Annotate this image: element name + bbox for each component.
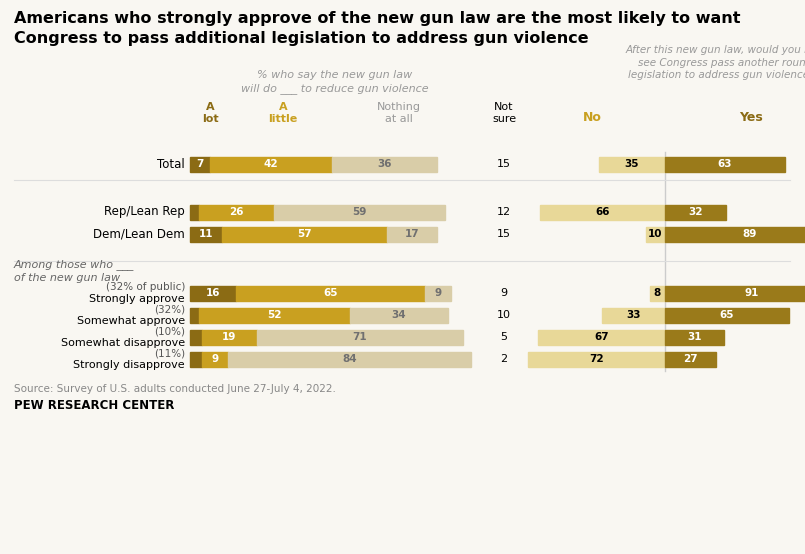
Text: Not
sure: Not sure <box>492 102 516 124</box>
Bar <box>528 351 665 367</box>
Text: A
little: A little <box>268 102 297 124</box>
Text: 72: 72 <box>589 354 604 364</box>
Bar <box>539 204 665 219</box>
Text: Strongly approve: Strongly approve <box>89 294 185 304</box>
Text: 42: 42 <box>264 159 279 169</box>
Bar <box>190 227 222 242</box>
Bar <box>665 156 785 172</box>
Bar <box>190 204 199 219</box>
Text: (11%): (11%) <box>154 348 185 358</box>
Bar <box>538 330 665 345</box>
Text: 27: 27 <box>683 354 698 364</box>
Text: 17: 17 <box>405 229 419 239</box>
Text: PEW RESEARCH CENTER: PEW RESEARCH CENTER <box>14 399 175 412</box>
Bar <box>665 204 726 219</box>
Bar <box>665 351 716 367</box>
Text: 65: 65 <box>324 288 338 298</box>
Bar <box>274 204 445 219</box>
Text: Source: Survey of U.S. adults conducted June 27-July 4, 2022.: Source: Survey of U.S. adults conducted … <box>14 384 336 394</box>
Text: 91: 91 <box>745 288 758 298</box>
Text: 65: 65 <box>720 310 734 320</box>
Text: 35: 35 <box>625 159 639 169</box>
Bar <box>650 285 665 300</box>
Bar <box>665 227 805 242</box>
Text: 52: 52 <box>266 310 282 320</box>
Text: 10: 10 <box>497 310 511 320</box>
Text: 15: 15 <box>497 159 511 169</box>
Bar <box>222 227 387 242</box>
Text: 67: 67 <box>594 332 609 342</box>
Text: 8: 8 <box>654 288 661 298</box>
Bar <box>646 227 665 242</box>
Bar <box>190 285 237 300</box>
Text: (10%): (10%) <box>154 326 185 336</box>
Bar <box>237 285 425 300</box>
Text: (32% of public): (32% of public) <box>105 282 185 292</box>
Bar <box>190 330 201 345</box>
Text: Rep/Lean Rep: Rep/Lean Rep <box>105 206 185 218</box>
Text: 5: 5 <box>501 332 507 342</box>
Text: 63: 63 <box>717 159 732 169</box>
Text: 31: 31 <box>687 332 702 342</box>
Bar <box>199 204 274 219</box>
Text: 11: 11 <box>199 229 213 239</box>
Text: 9: 9 <box>211 354 218 364</box>
Text: 10: 10 <box>648 229 663 239</box>
Bar <box>602 307 665 322</box>
Text: 16: 16 <box>206 288 221 298</box>
Bar <box>665 330 724 345</box>
Bar <box>228 351 471 367</box>
Text: Nothing
at all: Nothing at all <box>377 102 421 124</box>
Text: No: No <box>584 111 602 124</box>
Text: Total: Total <box>157 157 185 171</box>
Text: 33: 33 <box>626 310 641 320</box>
Text: 26: 26 <box>229 207 244 217</box>
Text: Yes: Yes <box>739 111 762 124</box>
Bar <box>199 307 349 322</box>
Text: After this new gun law, would you like to
see Congress pass another round of
leg: After this new gun law, would you like t… <box>626 45 805 80</box>
Text: 36: 36 <box>377 159 391 169</box>
Bar <box>387 227 436 242</box>
Text: 9: 9 <box>501 288 508 298</box>
Text: 12: 12 <box>497 207 511 217</box>
Text: 2: 2 <box>501 354 508 364</box>
Text: 59: 59 <box>353 207 367 217</box>
Text: Americans who strongly approve of the new gun law are the most likely to want
Co: Americans who strongly approve of the ne… <box>14 11 741 47</box>
Text: 9: 9 <box>435 288 441 298</box>
Bar <box>190 307 199 322</box>
Bar <box>257 330 463 345</box>
Text: 71: 71 <box>353 332 367 342</box>
Text: Somewhat disapprove: Somewhat disapprove <box>61 338 185 348</box>
Bar <box>201 330 257 345</box>
Bar <box>210 156 332 172</box>
Text: % who say the new gun law
will do ___ to reduce gun violence: % who say the new gun law will do ___ to… <box>242 70 429 94</box>
Bar <box>349 307 448 322</box>
Text: Dem/Lean Dem: Dem/Lean Dem <box>93 228 185 240</box>
Bar <box>425 285 451 300</box>
Text: 15: 15 <box>497 229 511 239</box>
Text: A
lot: A lot <box>202 102 219 124</box>
Text: Somewhat approve: Somewhat approve <box>76 316 185 326</box>
Text: 89: 89 <box>742 229 757 239</box>
Text: Among those who ___
of the new gun law: Among those who ___ of the new gun law <box>14 259 134 283</box>
Text: 19: 19 <box>222 332 237 342</box>
Text: Strongly disapprove: Strongly disapprove <box>73 360 185 370</box>
Bar <box>665 307 789 322</box>
Bar <box>598 156 665 172</box>
Bar <box>190 156 210 172</box>
Text: 7: 7 <box>196 159 204 169</box>
Bar <box>332 156 436 172</box>
Text: 66: 66 <box>595 207 609 217</box>
Text: 34: 34 <box>391 310 406 320</box>
Bar <box>201 351 228 367</box>
Text: 32: 32 <box>688 207 703 217</box>
Bar <box>190 351 201 367</box>
Bar <box>665 285 805 300</box>
Text: (32%): (32%) <box>154 304 185 314</box>
Text: 84: 84 <box>342 354 357 364</box>
Text: 57: 57 <box>297 229 312 239</box>
